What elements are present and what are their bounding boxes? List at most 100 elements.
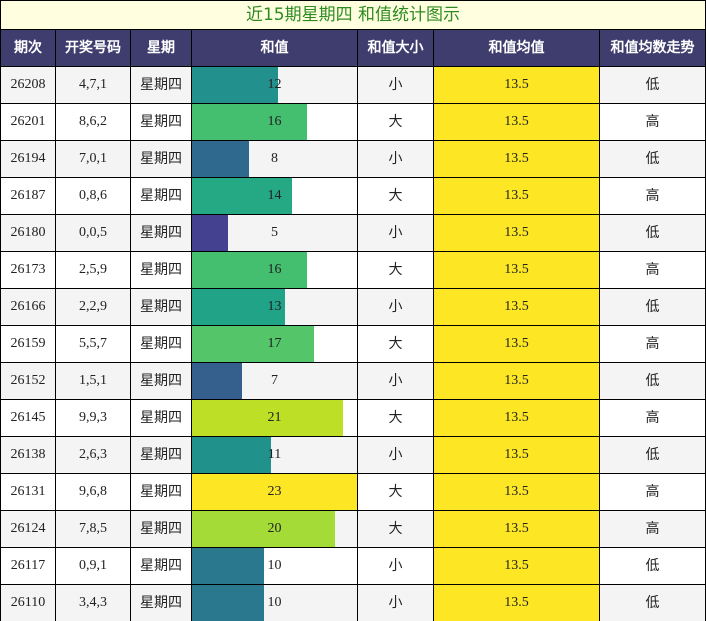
- table-title: 近15期星期四 和值统计图示: [1, 1, 705, 30]
- numbers-cell: 5,5,7: [56, 326, 131, 362]
- trend-cell: 高: [645, 484, 660, 500]
- sum-cell: 21: [192, 400, 358, 436]
- numbers-cell: 7,8,5: [56, 511, 131, 547]
- sum-bar: [192, 400, 343, 436]
- sum-value-label: 23: [267, 484, 282, 499]
- numbers-cell: 2,2,9: [56, 289, 131, 325]
- sum-cell: 5: [192, 215, 358, 251]
- sum-value-label: 7: [271, 373, 278, 388]
- mean-cell: 13.5: [434, 326, 600, 362]
- weekday-cell: 星期四: [131, 400, 192, 436]
- sum-value-label: 14: [267, 188, 282, 203]
- table-row: 26131 9,6,8 星期四 23 大 13.5 高: [1, 473, 705, 510]
- sum-cell: 16: [192, 252, 358, 288]
- numbers-cell: 7,0,1: [56, 141, 131, 177]
- trend-cell: 高: [645, 521, 660, 537]
- sum-cell: 17: [192, 326, 358, 362]
- sum-cell: 10: [192, 548, 358, 584]
- sum-cell: 20: [192, 511, 358, 547]
- trend-cell: 高: [645, 410, 660, 426]
- trend-cell: 低: [645, 299, 660, 315]
- sum-value-label: 8: [271, 151, 278, 166]
- mean-cell: 13.5: [434, 585, 600, 621]
- trend-cell: 低: [645, 558, 660, 574]
- numbers-cell: 0,0,5: [56, 215, 131, 251]
- header-weekday: 星期: [131, 30, 192, 66]
- sum-bar: [192, 326, 314, 362]
- trend-cell: 低: [645, 151, 660, 167]
- size-cell: 大: [358, 178, 434, 214]
- sum-value-label: 16: [267, 114, 282, 129]
- table-row: 26166 2,2,9 星期四 13 小 13.5 低: [1, 288, 705, 325]
- sum-value-label: 10: [267, 595, 282, 610]
- table-row: 26194 7,0,1 星期四 8 小 13.5 低: [1, 140, 705, 177]
- mean-cell: 13.5: [434, 511, 600, 547]
- period-cell: 26173: [1, 252, 56, 288]
- header-numbers: 开奖号码: [56, 30, 131, 66]
- table-row: 26159 5,5,7 星期四 17 大 13.5 高: [1, 325, 705, 362]
- table-row: 26117 0,9,1 星期四 10 小 13.5 低: [1, 547, 705, 584]
- period-cell: 26138: [1, 437, 56, 473]
- mean-cell: 13.5: [434, 289, 600, 325]
- size-cell: 小: [358, 141, 434, 177]
- period-cell: 26124: [1, 511, 56, 547]
- period-cell: 26131: [1, 474, 56, 510]
- weekday-cell: 星期四: [131, 474, 192, 510]
- mean-cell: 13.5: [434, 474, 600, 510]
- size-cell: 小: [358, 67, 434, 103]
- size-cell: 小: [358, 289, 434, 325]
- numbers-cell: 1,5,1: [56, 363, 131, 399]
- weekday-cell: 星期四: [131, 178, 192, 214]
- sum-bar: [192, 141, 249, 177]
- numbers-cell: 0,9,1: [56, 548, 131, 584]
- table-row: 26201 8,6,2 星期四 16 大 13.5 高: [1, 103, 705, 140]
- sum-cell: 11: [192, 437, 358, 473]
- mean-cell: 13.5: [434, 363, 600, 399]
- mean-cell: 13.5: [434, 215, 600, 251]
- period-cell: 26187: [1, 178, 56, 214]
- mean-cell: 13.5: [434, 67, 600, 103]
- numbers-cell: 0,8,6: [56, 178, 131, 214]
- period-cell: 26166: [1, 289, 56, 325]
- numbers-cell: 9,6,8: [56, 474, 131, 510]
- sum-value-label: 13: [267, 299, 282, 314]
- sum-bar: [192, 511, 335, 547]
- table-row: 26208 4,7,1 星期四 12 小 13.5 低: [1, 66, 705, 103]
- period-cell: 26201: [1, 104, 56, 140]
- period-cell: 26159: [1, 326, 56, 362]
- sum-value-label: 12: [267, 77, 282, 92]
- sum-value-label: 11: [267, 447, 282, 462]
- period-cell: 26110: [1, 585, 56, 621]
- size-cell: 小: [358, 437, 434, 473]
- weekday-cell: 星期四: [131, 141, 192, 177]
- sum-cell: 10: [192, 585, 358, 621]
- header-sum: 和值: [192, 30, 358, 66]
- numbers-cell: 2,5,9: [56, 252, 131, 288]
- table-row: 26138 2,6,3 星期四 11 小 13.5 低: [1, 436, 705, 473]
- weekday-cell: 星期四: [131, 252, 192, 288]
- sum-bar: [192, 104, 307, 140]
- numbers-cell: 4,7,1: [56, 67, 131, 103]
- weekday-cell: 星期四: [131, 326, 192, 362]
- trend-cell: 低: [645, 77, 660, 93]
- sum-cell: 23: [192, 474, 358, 510]
- size-cell: 大: [358, 511, 434, 547]
- trend-cell: 高: [645, 188, 660, 204]
- size-cell: 大: [358, 474, 434, 510]
- table-row: 26173 2,5,9 星期四 16 大 13.5 高: [1, 251, 705, 288]
- trend-cell: 高: [645, 262, 660, 278]
- sum-value-label: 17: [267, 336, 282, 351]
- trend-cell: 高: [645, 114, 660, 130]
- size-cell: 大: [358, 326, 434, 362]
- sum-cell: 14: [192, 178, 358, 214]
- sum-bar: [192, 474, 357, 510]
- table-row: 26180 0,0,5 星期四 5 小 13.5 低: [1, 214, 705, 251]
- period-cell: 26117: [1, 548, 56, 584]
- mean-cell: 13.5: [434, 178, 600, 214]
- weekday-cell: 星期四: [131, 585, 192, 621]
- mean-cell: 13.5: [434, 400, 600, 436]
- period-cell: 26145: [1, 400, 56, 436]
- weekday-cell: 星期四: [131, 104, 192, 140]
- mean-cell: 13.5: [434, 252, 600, 288]
